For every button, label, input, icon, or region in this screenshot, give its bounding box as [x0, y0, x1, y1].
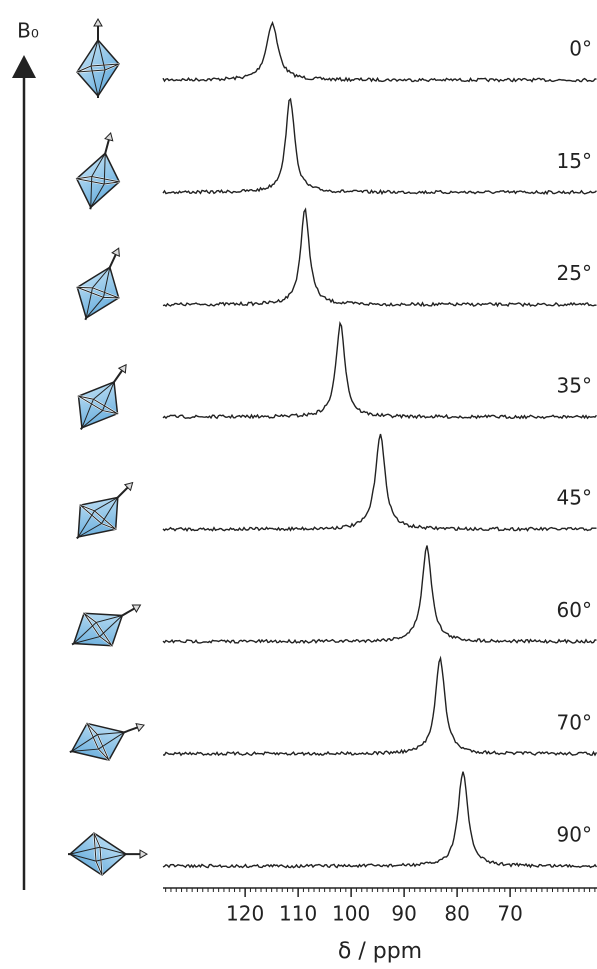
octahedron-icon — [71, 604, 142, 647]
series-label: 70° — [557, 710, 592, 734]
series-label: 35° — [557, 373, 592, 397]
icon-edges — [76, 63, 120, 73]
icon-ridges — [77, 496, 119, 538]
icon-arrow — [139, 849, 149, 859]
octahedron-icon — [69, 722, 145, 762]
icon-ridges — [71, 731, 125, 752]
octahedron-icon — [76, 481, 134, 540]
icon-ridges — [69, 846, 127, 862]
x-tick-label: 70 — [497, 902, 522, 926]
field-arrowhead — [12, 55, 36, 78]
field-label: B₀ — [17, 19, 39, 43]
series-label: 90° — [557, 823, 592, 847]
icon-body — [75, 152, 121, 209]
spectrum — [162, 433, 597, 533]
spectrum — [162, 655, 597, 757]
octahedron-icon — [76, 247, 120, 321]
series-label: 25° — [557, 261, 592, 285]
spectrum — [162, 97, 597, 196]
icon-edges — [76, 176, 120, 185]
icon-ridges — [73, 615, 123, 644]
spectrum — [162, 545, 597, 645]
icon-arrow — [117, 363, 127, 374]
x-tick-label: 100 — [332, 902, 370, 926]
icon-body — [70, 722, 126, 762]
icon-arrow — [123, 481, 134, 492]
icon-ridges — [90, 153, 106, 208]
x-tick-label: 90 — [391, 902, 416, 926]
octahedron-icon — [75, 131, 121, 210]
icon-body — [76, 266, 120, 320]
icon-body — [72, 612, 124, 647]
spectrum — [162, 207, 597, 308]
icon-arrow — [111, 247, 120, 258]
icon-body — [76, 38, 120, 98]
octahedron-icon — [76, 17, 120, 98]
icon-arrow — [93, 17, 103, 27]
icon-edges — [86, 723, 110, 761]
icon-edges — [77, 286, 119, 299]
icon-ridges — [81, 381, 115, 429]
spectrum — [162, 321, 597, 420]
icon-body — [77, 380, 119, 429]
x-tick-label: 120 — [226, 902, 264, 926]
series-label: 45° — [557, 486, 592, 510]
octahedron-icon — [68, 832, 149, 877]
spectrum — [162, 771, 597, 869]
icon-arrow — [104, 131, 114, 142]
series-label: 60° — [557, 598, 592, 622]
x-tick-label: 80 — [444, 902, 469, 926]
icon-arrow — [135, 723, 145, 733]
x-tick-label: 110 — [279, 902, 317, 926]
icon-edges — [93, 832, 103, 876]
octahedron-icon — [77, 363, 127, 431]
icon-edges — [83, 612, 113, 647]
icon-edges — [79, 504, 117, 530]
x-axis-label: δ / ppm — [338, 939, 422, 964]
icon-ridges — [85, 266, 111, 319]
icon-arrow — [131, 604, 142, 613]
series-label: 15° — [557, 149, 592, 173]
icon-ridges — [90, 39, 106, 97]
icon-edges — [78, 395, 118, 415]
series-label: 0° — [569, 37, 592, 61]
spectrum — [162, 20, 597, 83]
icon-body — [68, 832, 128, 877]
